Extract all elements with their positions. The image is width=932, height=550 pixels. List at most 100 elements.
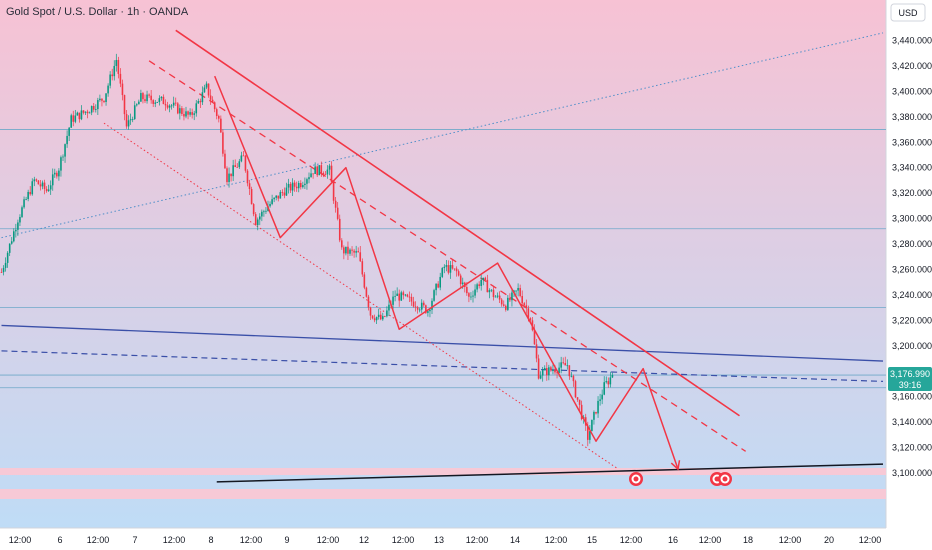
- candle-body: [591, 419, 593, 432]
- support-trendline: [216, 463, 884, 483]
- candle-body: [482, 277, 485, 280]
- candle-body: [191, 112, 193, 115]
- candle-body: [170, 105, 173, 107]
- candle-body: [394, 295, 396, 297]
- candle-body: [535, 344, 538, 359]
- candle-body: [238, 161, 241, 168]
- candle-body: [140, 93, 142, 102]
- candle-body: [224, 153, 226, 169]
- time-tick-label: 12:00: [699, 535, 722, 545]
- candle-body: [117, 60, 120, 74]
- candle-body: [453, 268, 456, 270]
- candle-body: [213, 102, 216, 110]
- candle-body: [564, 363, 567, 366]
- flag-icon[interactable]: [718, 472, 732, 486]
- candle-body: [572, 376, 575, 382]
- candle-body: [129, 119, 132, 121]
- candle-body: [414, 306, 417, 308]
- candle-body: [269, 203, 271, 207]
- candle-body: [480, 279, 482, 286]
- candle-body: [160, 96, 163, 99]
- candle-body: [431, 300, 433, 310]
- candle-body: [21, 207, 23, 217]
- time-tick-label: 6: [57, 535, 62, 545]
- candle-body: [150, 95, 152, 101]
- candle-body: [449, 265, 452, 273]
- candle-body: [218, 116, 220, 119]
- time-tick-label: 13: [434, 535, 444, 545]
- candle-body: [203, 87, 206, 93]
- candle-body: [297, 182, 300, 189]
- candle-body: [314, 166, 316, 174]
- candle-body: [351, 249, 353, 251]
- candle-body: [382, 316, 384, 320]
- chart-title: Gold Spot / U.S. Dollar · 1h · OANDA: [6, 6, 189, 18]
- candle-body: [142, 93, 144, 100]
- candle-body: [236, 166, 239, 168]
- candle-body: [187, 111, 189, 115]
- plot-area[interactable]: [0, 29, 886, 499]
- channel-lower-dotted: [103, 122, 617, 469]
- candle-body: [316, 166, 318, 176]
- candle-body: [338, 218, 341, 241]
- candle-body: [369, 307, 372, 316]
- candle-body: [398, 293, 400, 301]
- candle-body: [72, 115, 75, 122]
- candle-body: [252, 204, 255, 215]
- candle-body: [328, 165, 331, 170]
- event-markers[interactable]: [629, 472, 732, 486]
- candle-body: [207, 83, 210, 96]
- candle-body: [37, 180, 40, 185]
- currency-label: USD: [898, 8, 918, 18]
- candle-body: [578, 399, 581, 405]
- candle-body: [68, 127, 70, 136]
- candle-body: [148, 94, 150, 96]
- candle-body: [88, 112, 91, 114]
- candle-body: [47, 189, 50, 192]
- candle-body: [295, 186, 298, 189]
- flag-icon[interactable]: [629, 472, 643, 486]
- candle-body: [291, 182, 294, 191]
- candle-body: [597, 400, 599, 414]
- candle-body: [185, 111, 187, 117]
- candle-body: [461, 282, 464, 285]
- candle-body: [377, 314, 380, 318]
- candle-body: [97, 100, 99, 110]
- time-tick-label: 14: [510, 535, 520, 545]
- candle-body: [416, 307, 419, 310]
- candle-body: [205, 83, 208, 88]
- candle-body: [580, 404, 583, 420]
- candle-body: [101, 98, 103, 101]
- time-axis[interactable]: 12:00 6 12:00 7 12:00 8 12:00 9 12:00 12 12:00 13 12…: [9, 535, 882, 545]
- candle-body: [607, 381, 610, 385]
- candle-body: [113, 65, 116, 77]
- candle-body: [287, 183, 290, 188]
- candle-body: [373, 318, 376, 321]
- price-axis[interactable]: 3,440.000 3,420.000 3,400.000 3,380.000 3,36…: [892, 36, 932, 478]
- candle-body: [240, 155, 243, 162]
- candle-body: [353, 250, 355, 253]
- candle-body: [326, 169, 329, 175]
- candle-body: [519, 287, 521, 297]
- candle-body: [476, 284, 478, 290]
- candle-body: [127, 120, 130, 127]
- candle-body: [498, 295, 501, 300]
- candle-body: [349, 249, 351, 254]
- candle-body: [570, 376, 573, 377]
- candle-body: [509, 297, 511, 301]
- candle-body: [425, 305, 427, 313]
- candle-body: [386, 310, 388, 317]
- time-tick-label: 12: [359, 535, 369, 545]
- candle-body: [418, 309, 421, 311]
- currency-button[interactable]: USD: [890, 3, 926, 22]
- candle-body: [548, 367, 550, 376]
- zigzag-path: [214, 75, 679, 470]
- candle-body: [546, 368, 548, 376]
- candle-body: [412, 301, 415, 307]
- candle-body: [279, 192, 282, 199]
- candle-body: [345, 246, 347, 254]
- candle-body: [437, 283, 439, 288]
- candle-body: [558, 367, 560, 373]
